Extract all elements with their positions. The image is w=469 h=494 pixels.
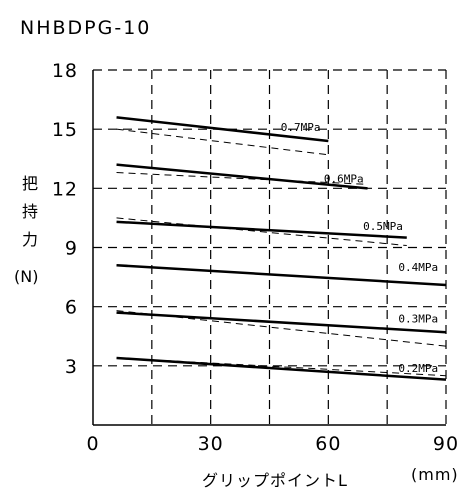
series-line-0_2MPa-dashed bbox=[116, 357, 447, 377]
x-axis-label: グリップポイントL bbox=[202, 471, 348, 490]
y-tick-label: 18 bbox=[52, 60, 78, 82]
pressure-label: 0.5MPa bbox=[363, 220, 403, 233]
y-axis-label-char: 持 bbox=[22, 202, 38, 221]
plot-frame bbox=[92, 69, 447, 426]
x-tick-label: 30 bbox=[198, 433, 224, 455]
y-axis-label-char: 把 bbox=[22, 174, 38, 193]
x-tick-label: 0 bbox=[86, 433, 99, 455]
series-lines bbox=[116, 116, 447, 381]
y-axis-unit: (N) bbox=[14, 267, 38, 286]
grid bbox=[93, 70, 446, 425]
x-tick-label: 90 bbox=[433, 433, 459, 455]
y-axis-label: 把持力 bbox=[22, 174, 38, 249]
y-tick-label: 15 bbox=[52, 119, 78, 141]
pressure-labels: 0.7MPa 0.6MPa 0.5MPa 0.4MPa 0.3MPa 0.2MPa bbox=[281, 121, 438, 375]
series-line-0_6MPa-solid bbox=[116, 163, 368, 190]
y-axis-label-char: 力 bbox=[22, 230, 38, 249]
series-line-0_7MPa-solid bbox=[116, 116, 329, 143]
x-tick-label: 60 bbox=[315, 433, 341, 455]
y-tick-labels: 3 6 9 12 15 18 bbox=[52, 60, 78, 378]
y-tick-label: 3 bbox=[65, 356, 78, 378]
pressure-label: 0.3MPa bbox=[398, 312, 438, 325]
series-line-0_3MPa-dashed bbox=[116, 310, 447, 347]
x-axis-unit: (mm) bbox=[411, 465, 459, 484]
series-line-0_6MPa-dashed bbox=[116, 172, 368, 185]
series-line-0_5MPa-dashed bbox=[116, 217, 407, 247]
series-line-0_2MPa-solid bbox=[116, 356, 447, 381]
x-tick-labels: 0 30 60 90 bbox=[86, 433, 459, 455]
y-tick-label: 9 bbox=[65, 238, 78, 260]
pressure-label: 0.4MPa bbox=[398, 261, 438, 274]
series-line-0_4MPa-solid bbox=[116, 264, 447, 287]
chart-title: NHBDPG-10 bbox=[20, 17, 151, 39]
pressure-label: 0.6MPa bbox=[324, 172, 364, 185]
pressure-label: 0.7MPa bbox=[281, 121, 321, 134]
series-line-0_5MPa-solid bbox=[116, 220, 407, 239]
series-line-0_3MPa-solid bbox=[116, 311, 447, 334]
pressure-label: 0.2MPa bbox=[398, 362, 438, 375]
y-tick-label: 6 bbox=[65, 297, 78, 319]
y-tick-label: 12 bbox=[52, 178, 78, 200]
